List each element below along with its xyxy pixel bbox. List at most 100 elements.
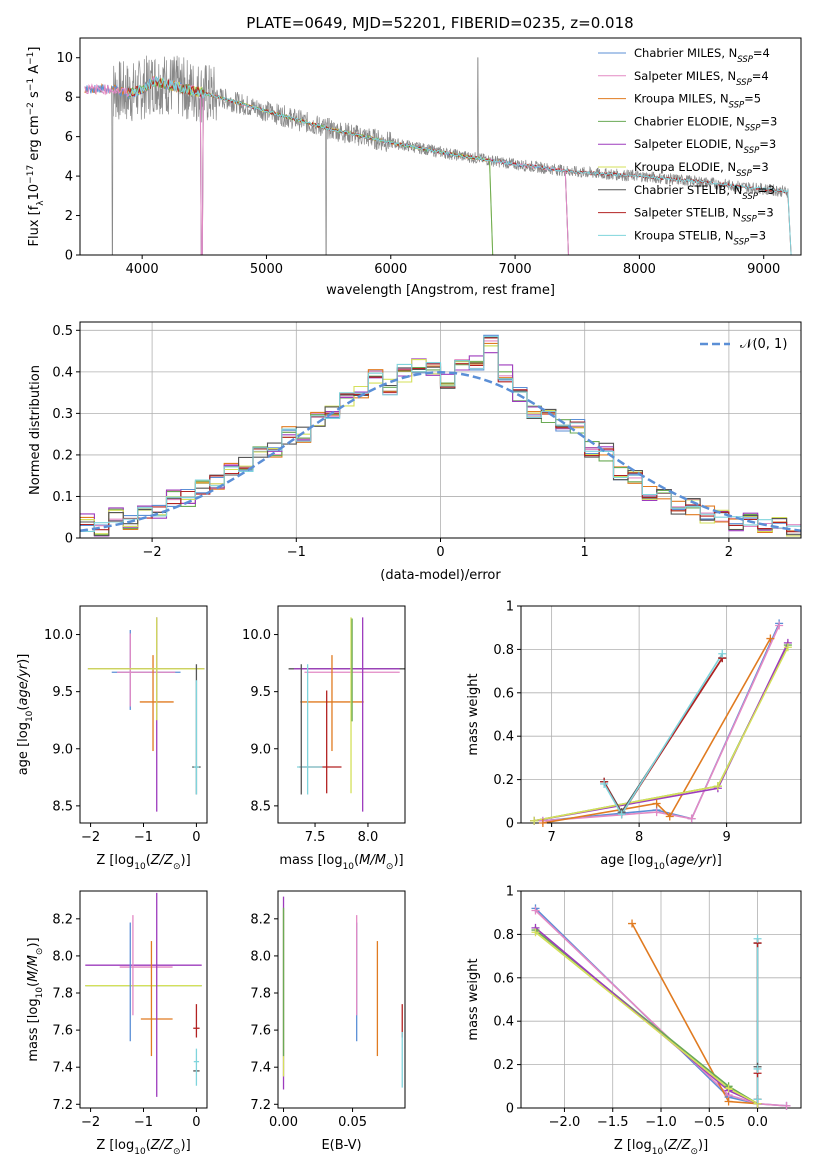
weight-line-kroupa-miles bbox=[631, 923, 758, 1105]
y-tick-label: 10.0 bbox=[242, 628, 271, 643]
x-tick-label: 8000 bbox=[623, 262, 656, 277]
y-tick-label: 8.5 bbox=[52, 799, 73, 814]
y-tick-label: 0.4 bbox=[493, 1015, 514, 1030]
weight-marker bbox=[782, 1101, 791, 1110]
plot-area bbox=[288, 617, 405, 812]
weight-line-salpeter-miles bbox=[534, 909, 787, 1107]
weight-line-kroupa-elodie bbox=[533, 646, 789, 822]
weight-line-chabrier-miles bbox=[542, 623, 780, 822]
y-tick-label: 2 bbox=[65, 209, 73, 224]
weight-marker bbox=[724, 1097, 733, 1106]
x-tick-label: −2 bbox=[143, 545, 162, 560]
y-tick-label: 9.0 bbox=[52, 742, 73, 757]
weight-marker bbox=[753, 934, 762, 943]
weight-marker bbox=[724, 1084, 733, 1093]
x-tick-label: −1 bbox=[134, 830, 153, 845]
spectrum-panel: 4000 5000 6000 7000 8000 9000 0 2 4 6 8 10 wavelengt… bbox=[26, 37, 802, 298]
weight-marker bbox=[718, 649, 727, 658]
axes-frame bbox=[79, 37, 802, 256]
age-vs-metallicity-panel: −2 −1 0 8.5 9.0 9.5 10.0 Z [log10(Z/Z⊙)] age [lo… bbox=[16, 605, 208, 872]
y-tick-label: 7.8 bbox=[250, 987, 271, 1002]
legend-entry: Chabrier MILES, NSSP=4 bbox=[634, 46, 770, 65]
y-axis-label: mass [log10(M/M⊙)] bbox=[26, 937, 45, 1061]
plot-area bbox=[80, 334, 801, 537]
x-tick-label: 7000 bbox=[499, 262, 532, 277]
y-tick-label: 6 bbox=[65, 130, 73, 145]
y-tick-label: 0.2 bbox=[493, 773, 514, 788]
y-tick-label: 7.4 bbox=[250, 1061, 271, 1076]
plot-area bbox=[533, 623, 789, 823]
legend-entry: Kroupa STELIB, NSSP=3 bbox=[634, 228, 766, 247]
x-tick-label: 9 bbox=[722, 830, 730, 845]
weight-marker bbox=[617, 810, 626, 819]
plot-area bbox=[87, 617, 205, 812]
weight-marker bbox=[753, 1064, 762, 1073]
x-tick-label: −2.0 bbox=[549, 1115, 581, 1130]
x-tick-label: 5000 bbox=[250, 262, 283, 277]
x-axis-label: mass [log10(M/M⊙)] bbox=[279, 853, 403, 872]
weight-marker bbox=[652, 799, 661, 808]
x-tick-label: 0 bbox=[192, 1115, 200, 1130]
y-tick-label: 1 bbox=[506, 885, 514, 900]
x-tick-label: −2 bbox=[81, 1115, 100, 1130]
x-tick-label: 0 bbox=[436, 545, 444, 560]
legend-entry: Chabrier STELIB, NSSP=3 bbox=[634, 183, 775, 202]
weight-line-kroupa-miles bbox=[542, 638, 772, 823]
y-tick-label: 7.8 bbox=[52, 987, 73, 1002]
x-tick-label: −0.5 bbox=[693, 1115, 725, 1130]
y-axis-label: age [log10(age/yr)] bbox=[16, 654, 35, 776]
y-tick-label: 0 bbox=[506, 1102, 514, 1117]
y-tick-label: 0.2 bbox=[493, 1058, 514, 1073]
y-tick-label: 1 bbox=[506, 600, 514, 615]
weight-marker bbox=[775, 621, 784, 630]
weight-line-salpeter-miles bbox=[542, 625, 780, 822]
y-axis-label: Normed distribution bbox=[28, 365, 43, 495]
x-tick-label: 9000 bbox=[747, 262, 780, 277]
y-tick-label: 0 bbox=[65, 249, 73, 264]
y-tick-label: 8.0 bbox=[250, 949, 271, 964]
legend-entry: Salpeter STELIB, NSSP=3 bbox=[634, 206, 774, 225]
y-tick-label: 0 bbox=[506, 817, 514, 832]
y-tick-label: 7.2 bbox=[250, 1098, 271, 1113]
x-tick-label: 0.0 bbox=[747, 1115, 768, 1130]
y-tick-label: 0.4 bbox=[493, 730, 514, 745]
weight-marker bbox=[628, 919, 637, 928]
weight-marker bbox=[766, 634, 775, 643]
legend-entry: Kroupa ELODIE, NSSP=3 bbox=[634, 160, 769, 179]
y-tick-label: 0.3 bbox=[52, 407, 73, 422]
model-spectrum-kroupa-stelib bbox=[128, 75, 792, 255]
residuals-panel: −2 −1 0 1 2 0 0.1 0.2 0.3 0.4 0.5 (data-model)/erro… bbox=[28, 321, 802, 583]
weight-marker bbox=[531, 928, 540, 937]
y-tick-label: 10.0 bbox=[44, 628, 73, 643]
y-axis-label: mass weight bbox=[466, 958, 481, 1040]
y-tick-label: 4 bbox=[65, 170, 73, 185]
legend-entry: Chabrier ELODIE, NSSP=3 bbox=[634, 114, 777, 133]
y-tick-label: 7.6 bbox=[250, 1024, 271, 1039]
y-tick-label: 8.0 bbox=[52, 949, 73, 964]
weight-marker bbox=[600, 779, 609, 788]
axes-frame bbox=[79, 890, 208, 1109]
y-tick-label: 0.8 bbox=[493, 928, 514, 943]
figure-title: PLATE=0649, MJD=52201, FIBERID=0235, z=0… bbox=[246, 14, 633, 32]
axes-frame bbox=[79, 605, 208, 824]
x-tick-label: 1 bbox=[581, 545, 589, 560]
weight-marker bbox=[652, 808, 661, 817]
histogram-kroupa-stelib bbox=[80, 335, 801, 532]
x-tick-label: 4000 bbox=[126, 262, 159, 277]
x-tick-label: −2 bbox=[81, 830, 100, 845]
y-tick-label: 9.5 bbox=[250, 685, 271, 700]
legend-entry: Kroupa MILES, NSSP=5 bbox=[634, 92, 761, 111]
y-tick-label: 0.1 bbox=[52, 490, 73, 505]
y-tick-label: 8.2 bbox=[52, 912, 73, 927]
plot-area bbox=[85, 892, 202, 1097]
x-axis-label: Z [log10(Z/Z⊙)] bbox=[96, 853, 190, 872]
normal-curve bbox=[80, 371, 801, 532]
plot-area bbox=[84, 55, 792, 255]
weight-line-salpeter-elodie bbox=[533, 642, 789, 822]
mass-vs-ebv-panel: 0.00 0.05 7.2 7.4 7.6 7.8 8.0 8.2 E(B-V) bbox=[250, 890, 406, 1153]
age-vs-mass-panel: 7.5 8.0 8.5 9.0 9.5 10.0 mass [log10(M/M⊙)] bbox=[242, 605, 406, 872]
axes-frame bbox=[520, 605, 802, 824]
x-tick-label: −1 bbox=[134, 1115, 153, 1130]
x-tick-label: 2 bbox=[725, 545, 733, 560]
